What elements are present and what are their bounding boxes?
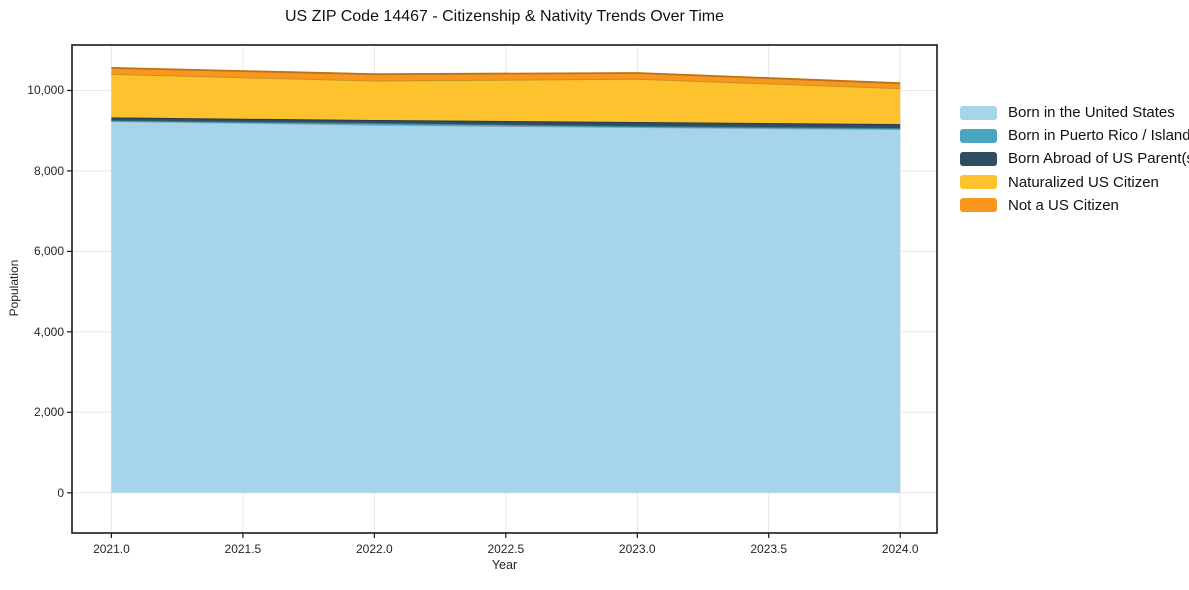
x-tick-label: 2021.0 (93, 542, 130, 556)
legend-label: Born Abroad of US Parent(s) (1008, 150, 1189, 168)
area-layer (111, 74, 901, 125)
legend-swatch-icon (960, 198, 997, 213)
x-axis-label: Year (491, 558, 518, 572)
legend-item: Born in the United States (960, 101, 1189, 124)
y-tick-label: 2,000 (33, 405, 64, 420)
x-tick-label: 2024.0 (881, 542, 919, 556)
plot-border (71, 44, 938, 534)
x-tick-label: 2022.5 (487, 542, 525, 556)
legend-swatch-icon (960, 151, 997, 166)
y-tick-label: 8,000 (33, 163, 64, 178)
x-tick-label: 2023.5 (750, 542, 788, 556)
legend-item: Not a US Citizen (960, 194, 1189, 217)
area-layer (111, 121, 901, 493)
legend-label: Not a US Citizen (1008, 196, 1119, 214)
y-tick-label: 10,000 (27, 83, 64, 98)
legend-swatch-icon (960, 175, 997, 190)
x-tick-label: 2022.0 (355, 542, 393, 556)
area-top-line (111, 67, 901, 85)
legend-swatch-icon (960, 105, 997, 120)
legend-label: Born in Puerto Rico / Islands (1008, 127, 1189, 145)
chart-title: US ZIP Code 14467 - Citizenship & Nativi… (285, 8, 724, 25)
y-tick-label: 4,000 (33, 324, 64, 339)
x-tick-label: 2023.0 (618, 542, 656, 556)
legend-swatch-icon (960, 128, 997, 143)
y-tick-label: 6,000 (33, 244, 64, 259)
legend-item: Born Abroad of US Parent(s) (960, 147, 1189, 170)
x-tick-label: 2021.5 (224, 542, 262, 556)
legend-item: Born in Puerto Rico / Islands (960, 124, 1189, 147)
legend-label: Born in the United States (1008, 104, 1175, 122)
legend: Born in the United States Born in Puerto … (960, 101, 1189, 217)
legend-label: Naturalized US Citizen (1008, 173, 1159, 191)
y-tick-label: 0 (57, 485, 64, 500)
legend-item: Naturalized US Citizen (960, 171, 1189, 194)
